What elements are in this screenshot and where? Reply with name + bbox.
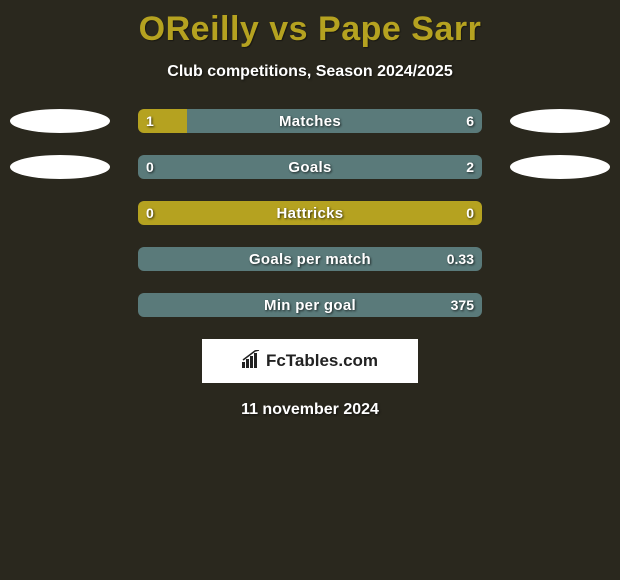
stat-label: Goals	[138, 155, 482, 179]
stat-row: 00Hattricks	[0, 201, 620, 225]
stat-label: Goals per match	[138, 247, 482, 271]
stat-label: Hattricks	[138, 201, 482, 225]
stat-bar: 0.33Goals per match	[138, 247, 482, 271]
team-marker-left	[10, 155, 110, 179]
chart-icon	[242, 350, 262, 373]
page-title: OReilly vs Pape Sarr	[0, 0, 620, 49]
stat-bar: 00Hattricks	[138, 201, 482, 225]
team-marker-right	[510, 155, 610, 179]
stat-bar: 16Matches	[138, 109, 482, 133]
stat-row: 02Goals	[0, 155, 620, 179]
logo-text: FcTables.com	[266, 351, 378, 371]
stat-bar: 375Min per goal	[138, 293, 482, 317]
stat-row: 375Min per goal	[0, 293, 620, 317]
stat-row: 0.33Goals per match	[0, 247, 620, 271]
comparison-rows: 16Matches 02Goals 00Hattricks 0.33Goals per…	[0, 109, 620, 317]
team-marker-right	[510, 109, 610, 133]
stat-bar: 02Goals	[138, 155, 482, 179]
stat-row: 16Matches	[0, 109, 620, 133]
team-marker-left	[10, 109, 110, 133]
logo-box: FcTables.com	[202, 339, 418, 383]
date-text: 11 november 2024	[0, 401, 620, 419]
stat-label: Matches	[138, 109, 482, 133]
subtitle: Club competitions, Season 2024/2025	[0, 63, 620, 81]
stat-label: Min per goal	[138, 293, 482, 317]
